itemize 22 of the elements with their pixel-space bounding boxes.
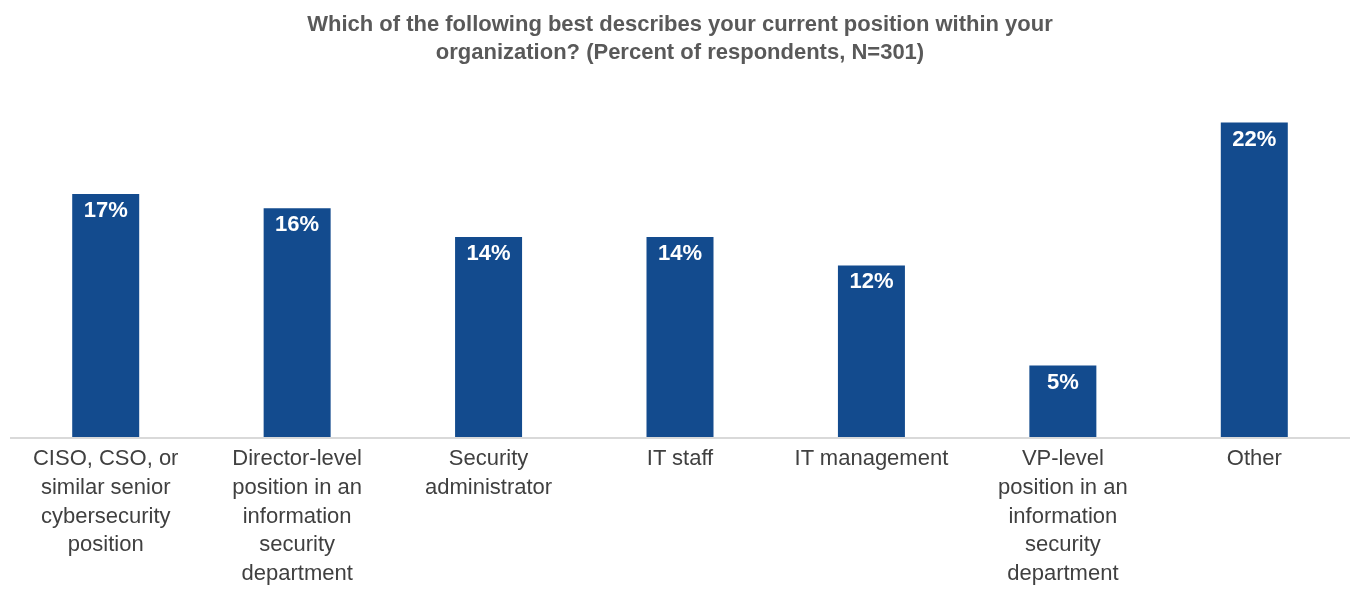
bar xyxy=(72,194,140,437)
bar xyxy=(837,265,905,437)
x-tick-label: Director-level position in an information security department xyxy=(232,445,362,585)
data-label: 14% xyxy=(466,239,511,265)
x-tick-label: CISO, CSO, or similar senior cybersecurity position xyxy=(32,445,179,557)
x-tick-label: IT management xyxy=(794,445,949,471)
data-label: 5% xyxy=(1046,368,1079,394)
x-tick-label: Security administrator xyxy=(424,445,553,499)
chart-title: Which of the following best describes your current position within your organization? (Percent of respondents, N=301) xyxy=(307,10,1054,65)
data-label: 12% xyxy=(849,268,894,294)
x-tick-label: IT staff xyxy=(646,445,715,471)
data-label: 22% xyxy=(1232,125,1277,151)
bar xyxy=(455,236,523,437)
x-tick-label: VP-level position in an information security department xyxy=(998,445,1128,585)
bar xyxy=(1029,365,1097,437)
data-label: 16% xyxy=(275,211,320,237)
data-label: 17% xyxy=(83,197,128,223)
bar xyxy=(263,208,331,437)
bar xyxy=(1220,122,1288,437)
x-tick-label: Other xyxy=(1226,445,1282,471)
bar xyxy=(646,236,714,437)
data-label: 14% xyxy=(657,239,703,265)
